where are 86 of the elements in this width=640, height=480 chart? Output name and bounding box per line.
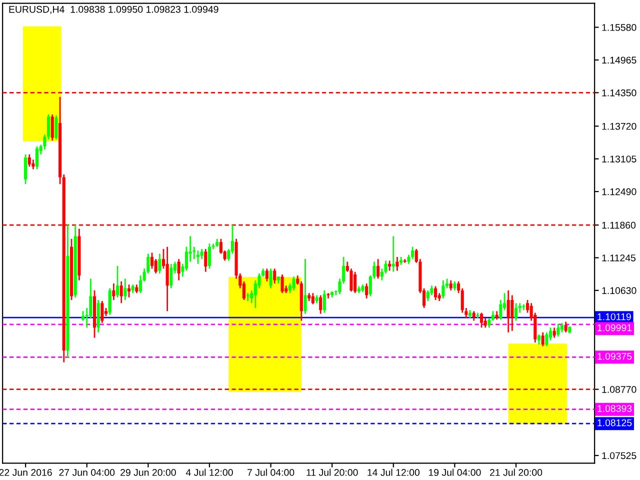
candlestick: [480, 312, 484, 328]
candlestick: [426, 290, 430, 302]
ref-line-label: 1.09375: [598, 352, 632, 360]
y-tick-label: 1.08770: [602, 386, 636, 393]
candlestick: [537, 334, 541, 346]
candlestick: [116, 265, 120, 298]
candlestick: [453, 280, 456, 292]
y-tick-label: 1.14965: [602, 56, 636, 64]
candlestick: [32, 158, 35, 170]
candlestick: [280, 274, 284, 294]
candlestick: [273, 268, 276, 284]
candlestick: [472, 310, 476, 322]
candlestick: [484, 317, 487, 328]
candlestick: [552, 326, 556, 338]
candlestick: [166, 246, 169, 312]
candlestick: [506, 290, 510, 334]
candlestick: [326, 292, 330, 300]
y-tick-label: 1.15580: [602, 24, 636, 31]
candlestick: [150, 252, 154, 270]
candlestick: [449, 280, 452, 292]
candlestick: [545, 332, 548, 347]
candlestick: [204, 248, 208, 273]
y-tick-label: 1.13720: [602, 122, 636, 130]
candlestick: [488, 317, 491, 328]
x-tick-label: 27 Jun 04:00: [59, 469, 115, 476]
candlestick: [560, 322, 564, 334]
x-tick-label: 14 Jul 12:00: [368, 468, 420, 476]
y-tick-label: 1.14350: [602, 89, 636, 96]
candlestick: [177, 258, 180, 282]
candlestick: [100, 300, 104, 324]
candlestick: [510, 294, 514, 332]
x-tick-label: 7 Jul 04:00: [247, 468, 294, 476]
candlestick: [319, 294, 322, 315]
candlestick: [196, 250, 200, 265]
y-tick-label: 1.10630: [602, 287, 636, 294]
candlestick: [304, 258, 307, 315]
ref-line-label: 1.08393: [598, 405, 632, 412]
candlestick: [154, 258, 158, 274]
candlestick: [365, 282, 368, 300]
candlestick: [354, 271, 357, 294]
candlestick: [36, 146, 39, 170]
candlestick: [158, 253, 162, 274]
candlestick: [311, 292, 314, 305]
candlestick: [292, 276, 296, 292]
candlestick: [265, 268, 268, 282]
chart-title: EURUSD,H4 1.09838 1.09950 1.09823 1.09949: [9, 6, 218, 14]
candlestick: [28, 154, 31, 168]
candlestick: [564, 321, 568, 334]
candlestick: [434, 285, 438, 301]
y-tick-label: 1.07525: [602, 452, 636, 460]
candlestick: [170, 263, 173, 289]
candlestick: [388, 260, 392, 272]
candlestick: [396, 256, 399, 272]
x-tick-label: 19 Jul 04:00: [428, 468, 481, 476]
candlestick: [392, 236, 395, 273]
candlestick: [124, 278, 127, 301]
ref-line-label: 1.09991: [598, 324, 632, 332]
candlestick: [54, 114, 58, 140]
y-tick-label: 1.11860: [602, 222, 636, 229]
candlestick: [541, 332, 544, 347]
x-tick-label: 21 Jul 20:00: [490, 468, 542, 476]
y-tick-label: 1.12490: [602, 188, 636, 196]
ref-line-label: 1.08125: [598, 419, 632, 426]
candlestick: [442, 280, 445, 300]
candlestick: [269, 268, 272, 289]
candlestick: [376, 258, 380, 280]
candlestick: [322, 290, 326, 314]
candlestick: [522, 304, 526, 311]
candlestick: [514, 302, 518, 322]
candlestick: [556, 323, 560, 338]
ref-line-label: 1.10119: [598, 313, 631, 320]
candlestick: [208, 242, 212, 270]
x-tick-label: 4 Jul 12:00: [186, 468, 233, 476]
candlestick: [50, 114, 54, 142]
candlestick: [112, 282, 116, 301]
candlestick: [24, 154, 28, 185]
candlestick: [127, 284, 131, 298]
candlestick: [120, 280, 123, 304]
y-tick-label: 1.13105: [602, 156, 636, 162]
x-tick-label: 11 Jul 20:00: [306, 468, 358, 476]
x-tick-label: 29 Jun 20:00: [120, 469, 176, 476]
candlestick: [499, 299, 502, 320]
y-tick-label: 1.11245: [602, 254, 636, 262]
candlestick: [411, 246, 414, 260]
candlestick: [200, 248, 204, 260]
candlestick: [108, 288, 112, 316]
